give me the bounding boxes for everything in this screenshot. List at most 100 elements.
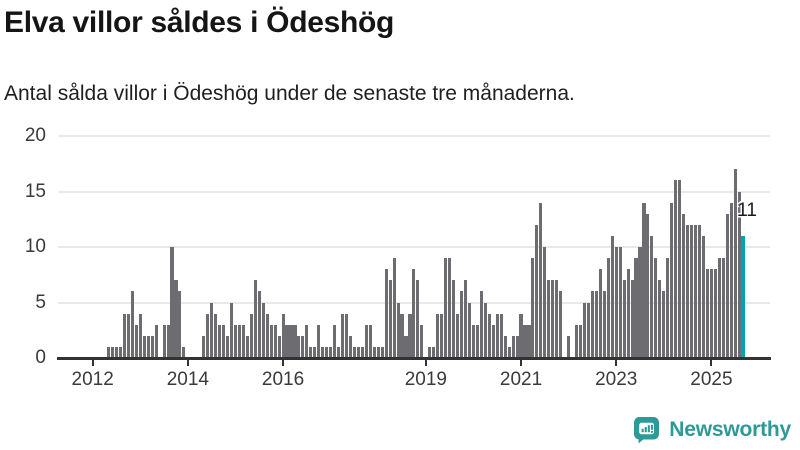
bar	[519, 313, 523, 358]
x-axis-tick	[282, 359, 285, 366]
bar	[289, 324, 293, 358]
bar	[237, 324, 241, 358]
x-axis-tick	[710, 359, 713, 366]
bar	[229, 302, 234, 358]
bar	[487, 313, 491, 358]
bar	[602, 291, 606, 358]
x-axis-line	[57, 357, 771, 360]
x-axis-tick	[424, 359, 427, 366]
bar	[646, 213, 650, 358]
bar	[404, 335, 408, 358]
bar	[297, 335, 301, 358]
bar	[491, 324, 495, 358]
bar	[118, 346, 122, 358]
bar	[709, 269, 713, 358]
bar	[682, 213, 686, 358]
bar	[515, 335, 519, 358]
bar	[372, 346, 376, 358]
newsworthy-logo[interactable]: Newsworthy	[632, 415, 791, 444]
bar	[218, 324, 222, 358]
bar	[729, 202, 733, 358]
bar	[725, 213, 729, 358]
bar	[622, 280, 626, 358]
x-axis-tick	[186, 359, 189, 366]
bar	[110, 346, 115, 358]
bar	[348, 335, 353, 358]
bar	[233, 324, 238, 358]
bar	[717, 258, 721, 358]
x-axis-tick-label: 2019	[404, 369, 447, 390]
bar	[333, 324, 337, 358]
bar	[610, 235, 614, 358]
bar	[321, 346, 325, 358]
bar	[551, 280, 555, 358]
bar	[107, 346, 111, 358]
bar	[352, 346, 356, 358]
bar	[575, 324, 579, 358]
x-axis-tick	[520, 359, 523, 366]
page-title: Elva villor såldes i Ödeshög	[4, 6, 395, 39]
bar	[658, 280, 662, 358]
bar	[273, 324, 277, 358]
bar	[356, 346, 360, 358]
highlighted-bar	[740, 235, 746, 358]
bar	[122, 313, 126, 358]
bar	[392, 258, 396, 358]
bar	[590, 291, 594, 358]
bar	[313, 346, 317, 358]
bar	[154, 324, 158, 358]
bar	[222, 324, 226, 358]
bar	[507, 346, 511, 358]
bar	[170, 247, 174, 358]
gridline-15	[58, 190, 770, 193]
bar	[654, 258, 658, 358]
newsworthy-logo-text: Newsworthy	[669, 417, 791, 441]
plot-area: 11	[58, 135, 770, 358]
bar	[503, 335, 507, 358]
highlight-value-label: 11	[737, 199, 757, 221]
bar	[452, 280, 456, 358]
bar	[130, 291, 134, 358]
bar	[317, 324, 321, 358]
bar	[432, 346, 436, 358]
chart-subtitle: Antal sålda villor i Ödeshög under de se…	[4, 82, 575, 105]
bar	[241, 324, 245, 358]
bar	[178, 291, 182, 358]
bar	[737, 191, 741, 358]
bar	[408, 313, 412, 358]
bar	[380, 346, 384, 358]
bar	[686, 224, 690, 358]
x-axis-tick-label: 2012	[71, 369, 114, 390]
bar	[420, 324, 424, 358]
bar	[210, 302, 214, 358]
bar	[630, 280, 634, 358]
bar	[721, 258, 725, 358]
bar	[618, 247, 622, 358]
bar	[174, 280, 178, 358]
bar	[360, 346, 364, 358]
bar	[440, 313, 444, 358]
bar	[523, 324, 527, 358]
bar	[531, 258, 535, 358]
bar	[202, 335, 206, 358]
bar	[638, 247, 642, 358]
bar	[301, 335, 305, 358]
bar	[539, 202, 543, 358]
bar	[693, 224, 698, 358]
bar	[150, 335, 154, 358]
bar	[511, 335, 515, 358]
bar	[138, 313, 142, 358]
bar	[559, 291, 563, 358]
bar	[344, 313, 349, 358]
bar	[134, 324, 138, 358]
bar	[364, 324, 368, 358]
bar	[626, 269, 630, 358]
bar	[713, 269, 717, 358]
bar	[146, 335, 150, 358]
x-axis-tick	[91, 359, 94, 366]
bar	[594, 291, 598, 358]
bar	[697, 224, 702, 358]
y-axis-tick-label: 10	[24, 236, 46, 257]
bar	[309, 346, 313, 358]
